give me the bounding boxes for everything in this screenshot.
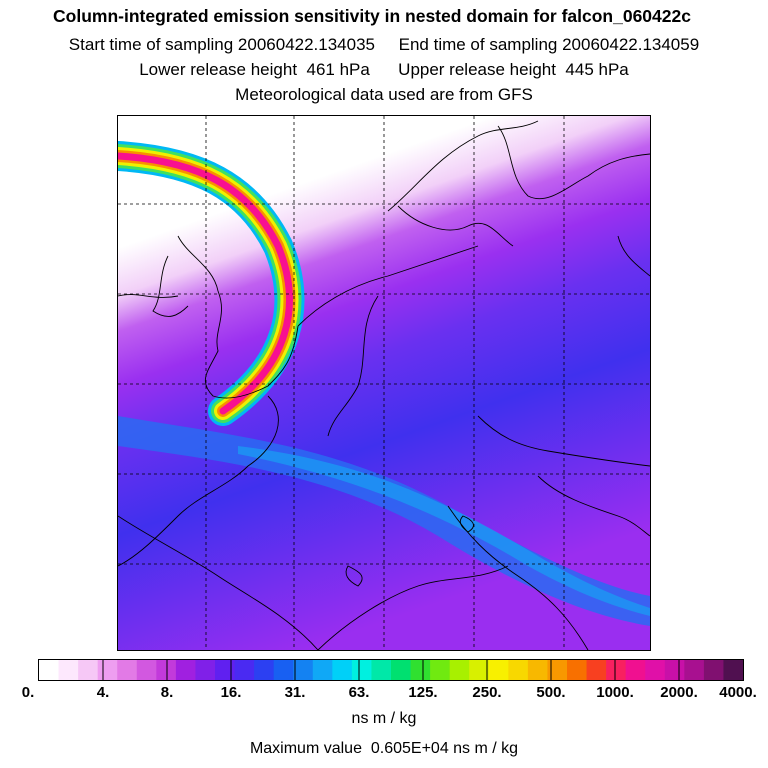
colorbar-tick-label: 0. (21, 684, 35, 701)
colorbar-tick-label: 250. (472, 684, 502, 701)
colorbar-swatch (117, 660, 138, 680)
colorbar-tick-label: 4000. (719, 684, 757, 701)
colorbar-tick-label: 8. (160, 684, 174, 701)
colorbar-tick-label: 500. (536, 684, 566, 701)
sampling-times: Start time of sampling 20060422.134035 E… (68, 35, 700, 54)
colorbar-swatch (58, 660, 79, 680)
colorbar-swatch (430, 660, 451, 680)
sensitivity-band (118, 416, 650, 626)
colorbar-swatches (39, 660, 743, 680)
colorbar-tick-label: 63. (348, 684, 370, 701)
maximum-value: Maximum value 0.605E+04 ns m / kg (249, 740, 519, 757)
colorbar-swatch (527, 660, 548, 680)
colorbar-swatch (625, 660, 646, 680)
colorbar-swatch (273, 660, 294, 680)
colorbar-swatch (684, 660, 705, 680)
colorbar-swatch (547, 660, 568, 680)
colorbar-swatch (175, 660, 196, 680)
colorbar-tick-label: 4. (96, 684, 110, 701)
colorbar-swatch (606, 660, 627, 680)
map-title: Column-integrated emission sensitivity i… (53, 6, 691, 26)
colorbar-swatch (488, 660, 509, 680)
coastlines (118, 120, 650, 650)
colorbar-swatch (234, 660, 255, 680)
colorbar (38, 659, 744, 681)
colorbar-tick-label: 16. (220, 684, 242, 701)
colorbar-swatch (586, 660, 607, 680)
colorbar-swatch (215, 660, 236, 680)
colorbar-swatch (703, 660, 724, 680)
colorbar-swatch (723, 660, 743, 680)
colorbar-swatch (293, 660, 314, 680)
colorbar-swatch (351, 660, 372, 680)
sensitivity-band-core (238, 446, 650, 616)
colorbar-swatch (332, 660, 353, 680)
colorbar-swatch (371, 660, 392, 680)
colorbar-swatch (449, 660, 470, 680)
colorbar-swatch (645, 660, 666, 680)
plume-core (118, 152, 293, 415)
colorbar-swatch (78, 660, 99, 680)
colorbar-swatch (410, 660, 431, 680)
colorbar-swatch (469, 660, 490, 680)
colorbar-swatch (195, 660, 216, 680)
met-data-source: Meteorological data used are from GFS (235, 85, 533, 104)
colorbar-swatch (136, 660, 157, 680)
colorbar-unit: ns m / kg (351, 710, 417, 727)
colorbar-swatch (664, 660, 685, 680)
colorbar-swatch (391, 660, 412, 680)
colorbar-swatch (156, 660, 177, 680)
colorbar-tick-label: 31. (284, 684, 306, 701)
colorbar-swatch (39, 660, 60, 680)
colorbar-swatch (567, 660, 588, 680)
colorbar-swatch (254, 660, 275, 680)
release-heights: Lower release height 461 hPa Upper relea… (139, 60, 629, 79)
sensitivity-map (118, 116, 650, 650)
colorbar-swatch (312, 660, 333, 680)
colorbar-tick-label: 125. (408, 684, 438, 701)
colorbar-swatch (508, 660, 529, 680)
colorbar-tick-label: 2000. (660, 684, 698, 701)
graticule (118, 116, 650, 650)
colorbar-swatch (97, 660, 118, 680)
map-panel (117, 115, 651, 651)
colorbar-tick-label: 1000. (596, 684, 634, 701)
